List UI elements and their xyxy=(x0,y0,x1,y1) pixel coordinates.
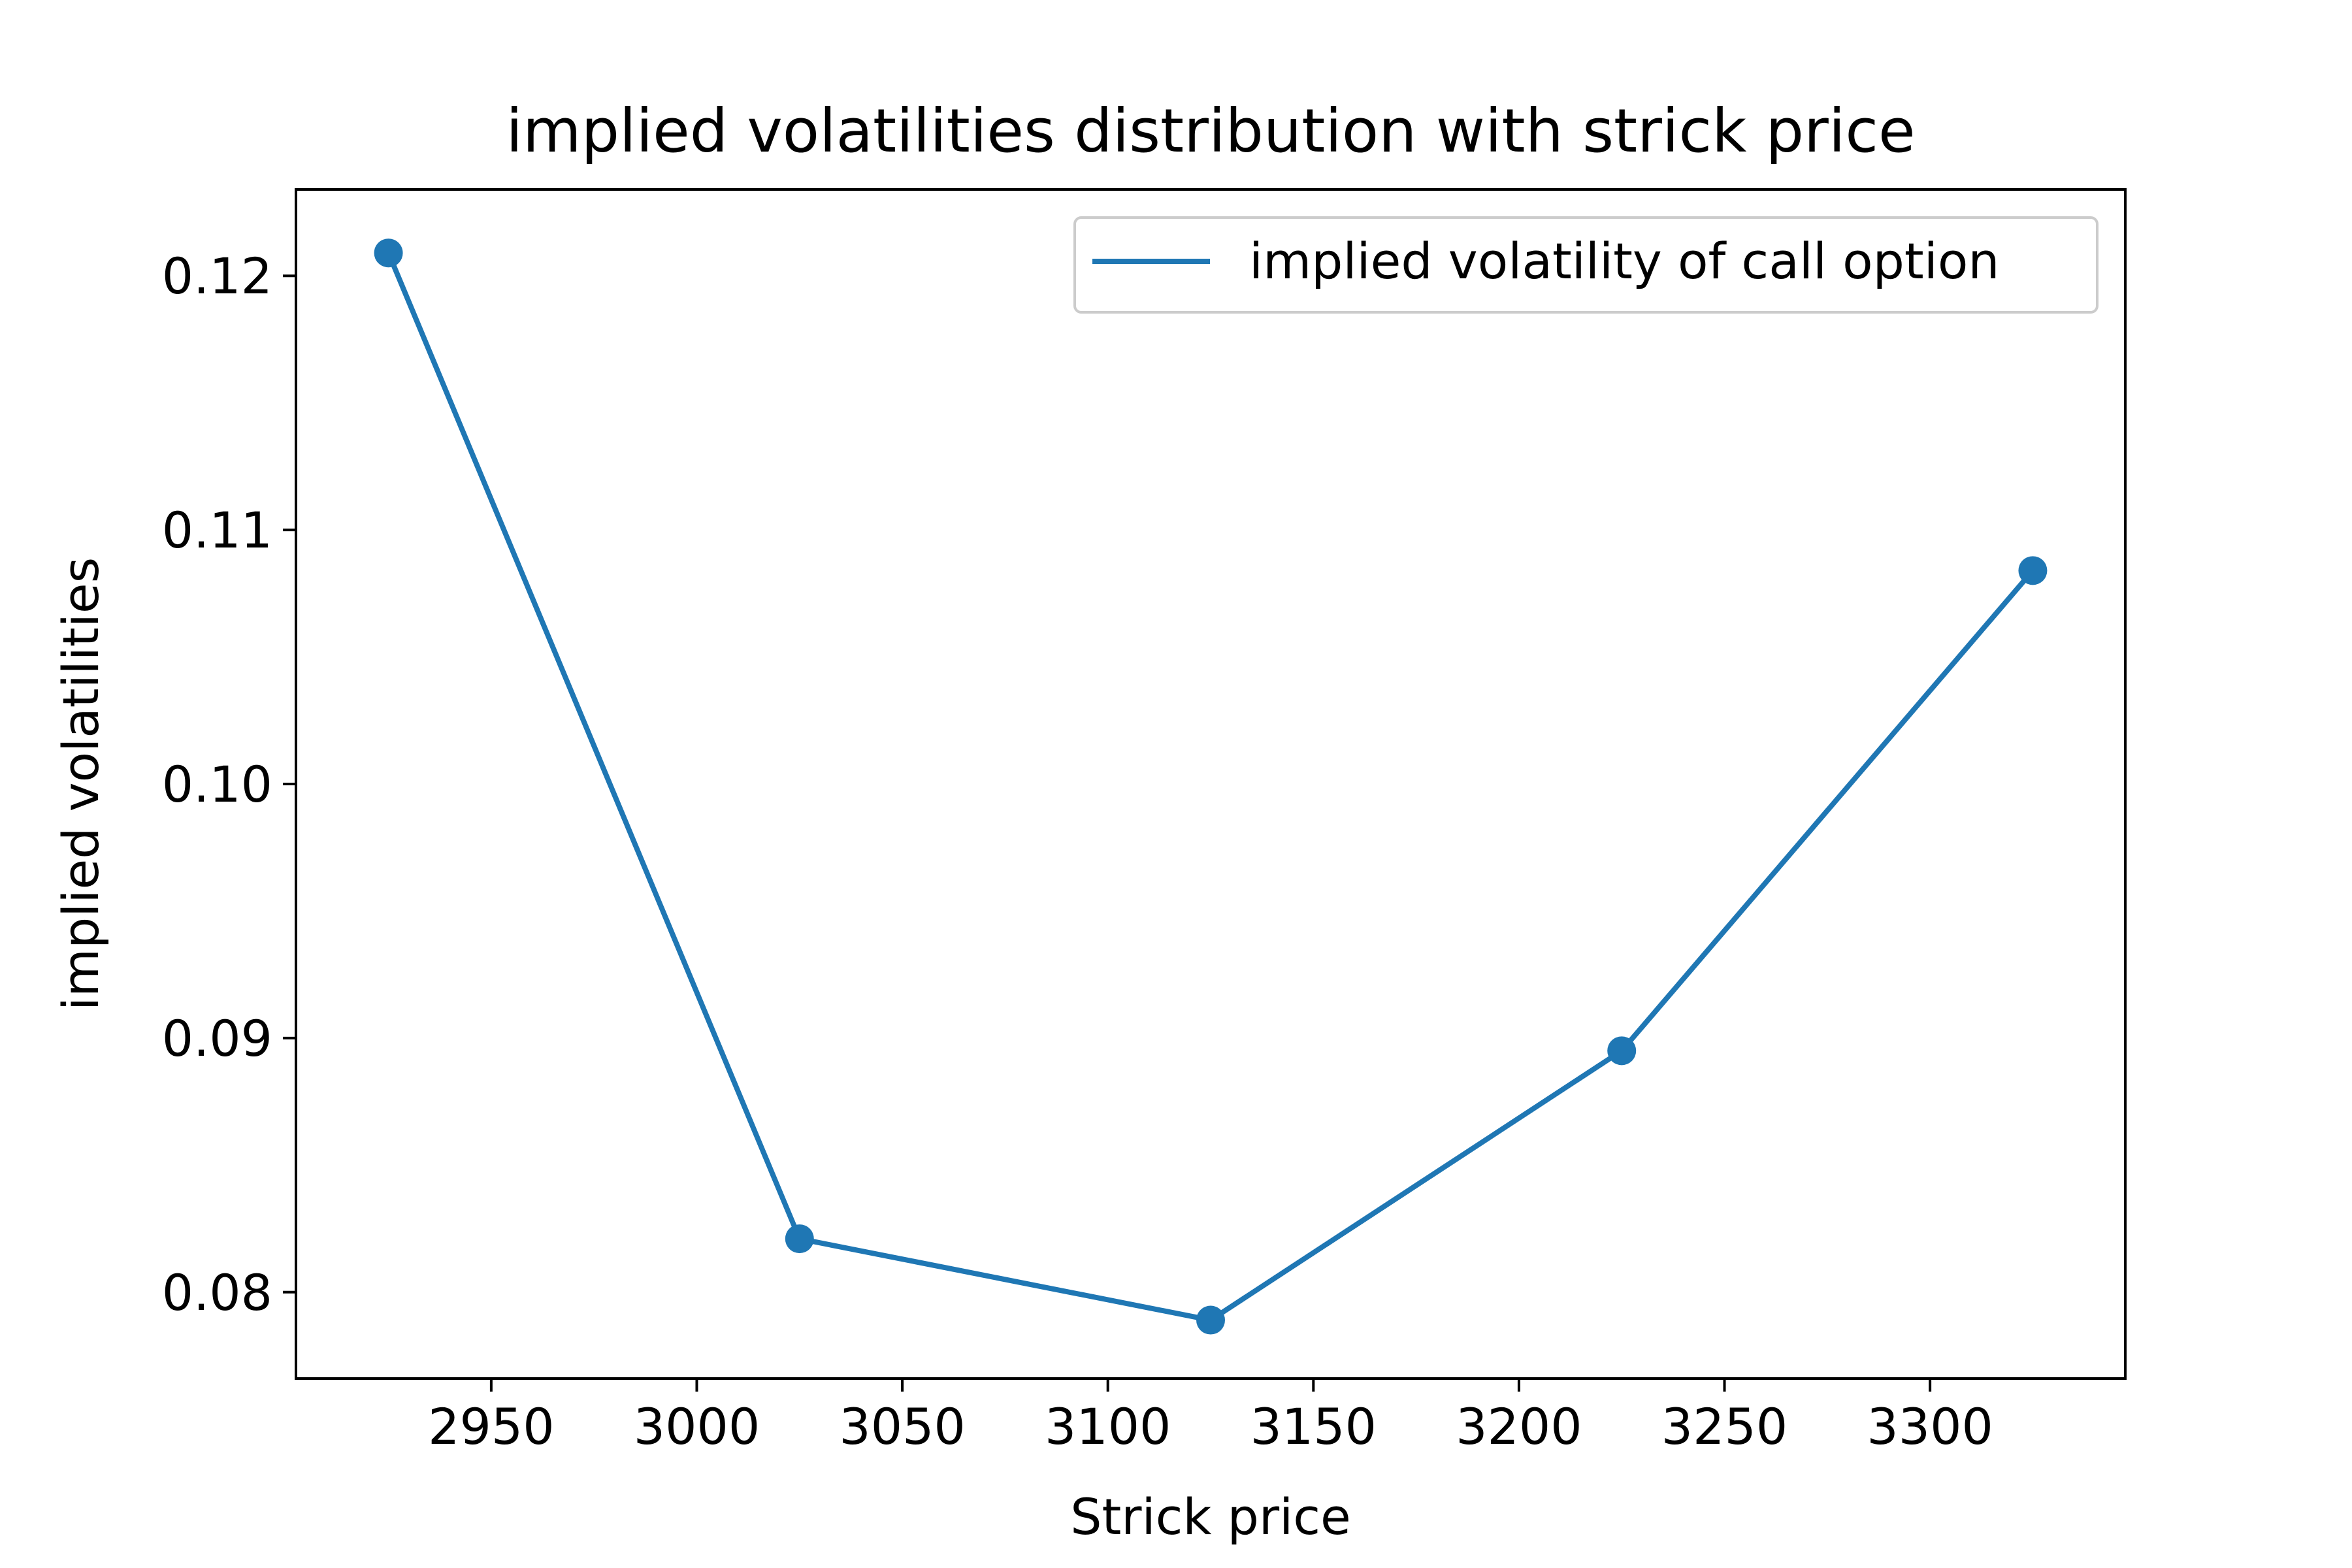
legend: implied volatility of call option xyxy=(1073,216,2099,314)
data-point xyxy=(374,238,403,268)
data-point xyxy=(1607,1036,1637,1066)
legend-series-label: implied volatility of call option xyxy=(1249,232,2000,290)
y-axis-label-group: implied volatilities xyxy=(52,557,110,1011)
series-layer xyxy=(374,238,2048,1335)
y-tick-label: 0.12 xyxy=(162,247,272,305)
x-tick-label: 3000 xyxy=(634,1397,760,1456)
y-ticks: 0.08 0.09 0.10 0.11 0.12 xyxy=(162,247,296,1322)
x-tick-label: 3150 xyxy=(1250,1397,1377,1456)
x-tick-label: 3250 xyxy=(1661,1397,1788,1456)
y-tick-label: 0.10 xyxy=(162,755,272,813)
y-axis-label: implied volatilities xyxy=(52,557,110,1011)
x-ticks: 2950 3000 3050 3100 3150 3200 3250 3300 xyxy=(428,1379,1993,1456)
x-axis-label: Strick price xyxy=(1070,1488,1351,1546)
y-tick-label: 0.09 xyxy=(162,1009,272,1068)
data-point xyxy=(785,1224,814,1254)
x-tick-label: 3050 xyxy=(839,1397,965,1456)
x-tick-label: 2950 xyxy=(428,1397,554,1456)
plot-area-frame xyxy=(295,188,2127,1380)
chart-title: implied volatilities distribution with s… xyxy=(506,96,1915,166)
x-tick-label: 3300 xyxy=(1867,1397,1993,1456)
data-point xyxy=(1196,1305,1225,1335)
data-point xyxy=(2018,556,2048,585)
legend-box xyxy=(1073,216,2099,314)
x-tick-label: 3100 xyxy=(1045,1397,1171,1456)
y-tick-label: 0.08 xyxy=(162,1264,272,1322)
y-tick-label: 0.11 xyxy=(162,501,272,559)
x-tick-label: 3200 xyxy=(1456,1397,1582,1456)
